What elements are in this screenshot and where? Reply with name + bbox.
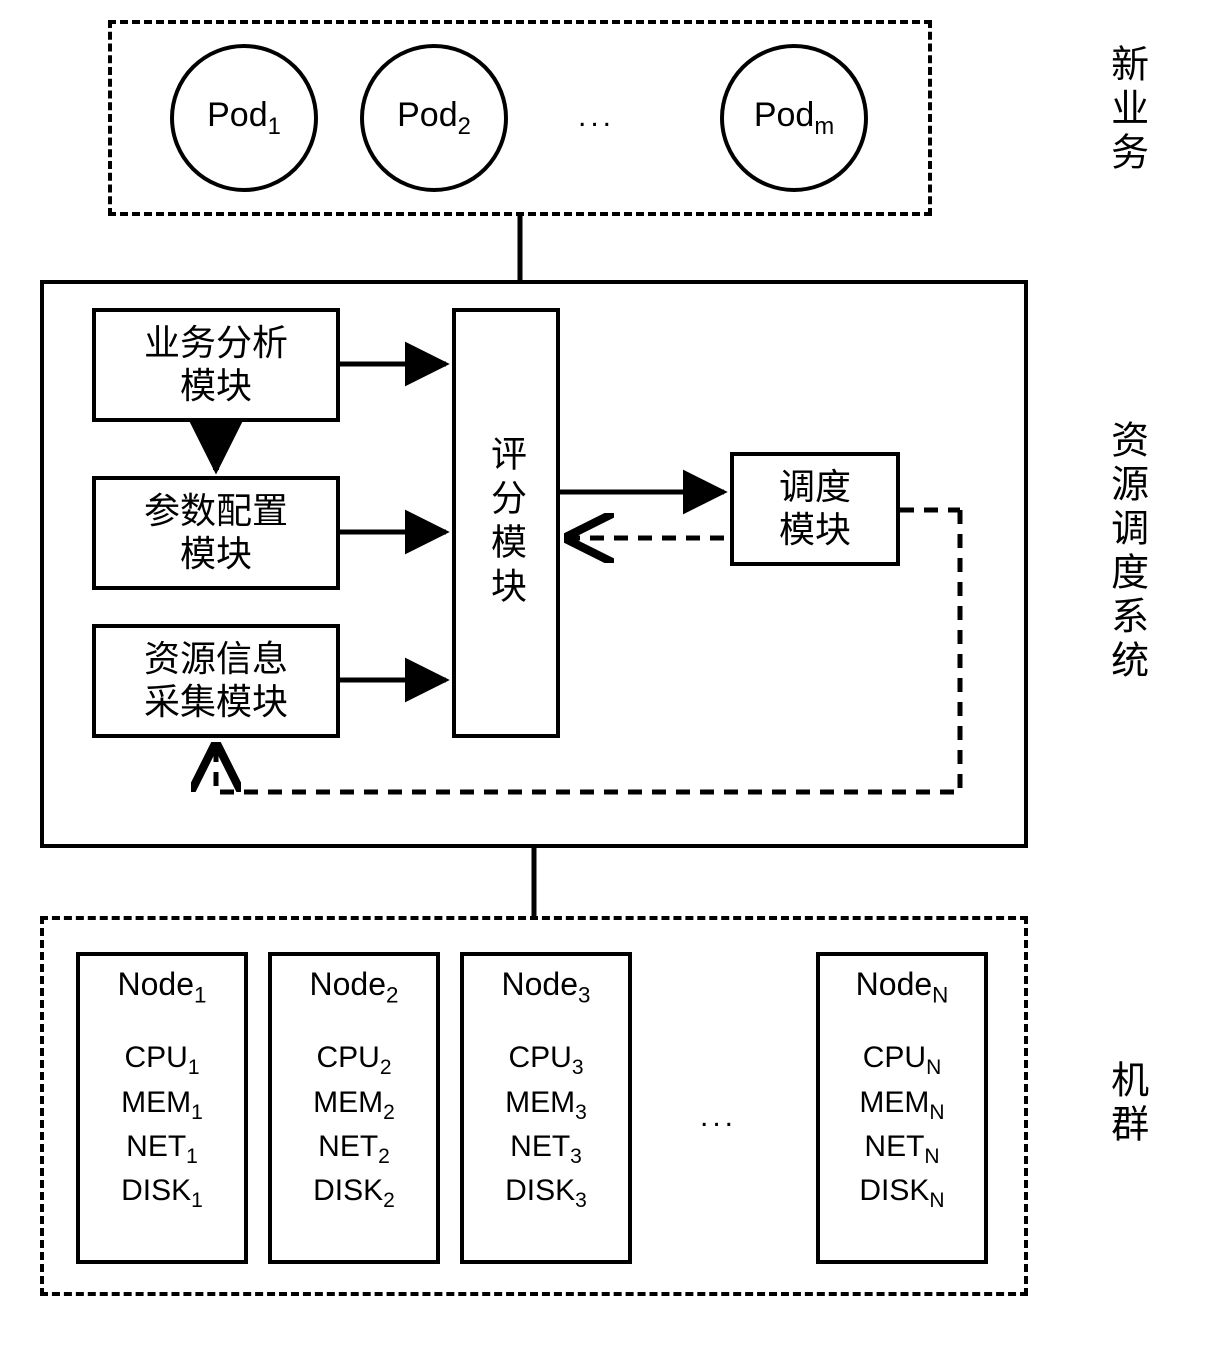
node-1: Node1 CPU1 MEM1 NET1 DISK1 bbox=[76, 952, 248, 1264]
node-1-label: Node1 bbox=[80, 966, 244, 1008]
pod-m-label: Podm bbox=[754, 96, 834, 141]
node-n-label: NodeN bbox=[820, 966, 984, 1008]
layer1-label: 新业务 bbox=[1102, 44, 1148, 176]
collect-l2: 采集模块 bbox=[144, 681, 288, 724]
node-1-net: NET1 bbox=[80, 1127, 244, 1171]
scoring-module: 评分模块 bbox=[452, 308, 560, 738]
analysis-l2: 模块 bbox=[180, 365, 252, 408]
scheduler-module: 调度 模块 bbox=[730, 452, 900, 566]
pod-m: Podm bbox=[720, 44, 868, 192]
pod-2-label: Pod2 bbox=[397, 96, 471, 141]
node-n-mem: MEMN bbox=[820, 1083, 984, 1127]
layer3-label: 机群 bbox=[1102, 1060, 1148, 1148]
node-3-disk: DISK3 bbox=[464, 1171, 628, 1215]
layer2-label: 资源调度系统 bbox=[1102, 420, 1148, 684]
node-n-cpu: CPUN bbox=[820, 1038, 984, 1082]
architecture-diagram: Pod1 Pod2 ... Podm 新业务 业务分析 模块 参数配置 模块 资… bbox=[20, 20, 1186, 1332]
node-n-disk: DISKN bbox=[820, 1171, 984, 1215]
analysis-l1: 业务分析 bbox=[144, 322, 288, 365]
node-n-net: NETN bbox=[820, 1127, 984, 1171]
pod-1: Pod1 bbox=[170, 44, 318, 192]
node-3-mem: MEM3 bbox=[464, 1083, 628, 1127]
param-l1: 参数配置 bbox=[144, 490, 288, 533]
nodes-ellipsis: ... bbox=[700, 1100, 737, 1134]
pods-ellipsis: ... bbox=[578, 100, 615, 134]
node-3-label: Node3 bbox=[464, 966, 628, 1008]
scheduler-l2: 模块 bbox=[779, 509, 851, 552]
param-config-module: 参数配置 模块 bbox=[92, 476, 340, 590]
node-2-disk: DISK2 bbox=[272, 1171, 436, 1215]
scoring-text: 评分模块 bbox=[480, 435, 532, 611]
node-1-mem: MEM1 bbox=[80, 1083, 244, 1127]
node-1-disk: DISK1 bbox=[80, 1171, 244, 1215]
node-2-cpu: CPU2 bbox=[272, 1038, 436, 1082]
pod-2: Pod2 bbox=[360, 44, 508, 192]
node-3-net: NET3 bbox=[464, 1127, 628, 1171]
pod-1-label: Pod1 bbox=[207, 96, 281, 141]
node-2-net: NET2 bbox=[272, 1127, 436, 1171]
resource-collect-module: 资源信息 采集模块 bbox=[92, 624, 340, 738]
node-3-cpu: CPU3 bbox=[464, 1038, 628, 1082]
node-2-mem: MEM2 bbox=[272, 1083, 436, 1127]
analysis-module: 业务分析 模块 bbox=[92, 308, 340, 422]
node-2-label: Node2 bbox=[272, 966, 436, 1008]
collect-l1: 资源信息 bbox=[144, 638, 288, 681]
node-1-cpu: CPU1 bbox=[80, 1038, 244, 1082]
scheduler-l1: 调度 bbox=[779, 466, 851, 509]
node-n: NodeN CPUN MEMN NETN DISKN bbox=[816, 952, 988, 1264]
node-2: Node2 CPU2 MEM2 NET2 DISK2 bbox=[268, 952, 440, 1264]
node-3: Node3 CPU3 MEM3 NET3 DISK3 bbox=[460, 952, 632, 1264]
param-l2: 模块 bbox=[180, 533, 252, 576]
